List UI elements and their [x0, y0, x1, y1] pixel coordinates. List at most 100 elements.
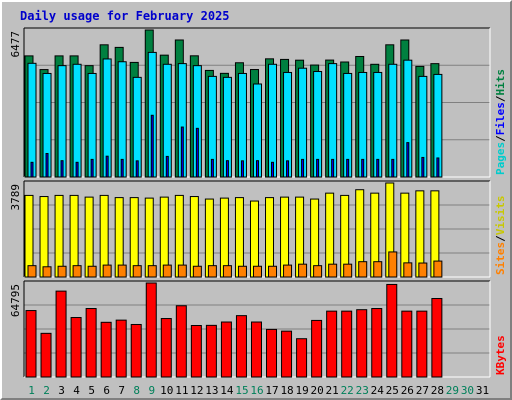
sites-bar [147, 265, 157, 278]
visits-bar [69, 194, 79, 278]
sites-bar [298, 263, 308, 278]
kbytes-bar [160, 318, 172, 378]
legend-pages: Pages [494, 142, 507, 175]
pages-bar [195, 127, 199, 178]
pages-bar [105, 155, 109, 178]
x-tick-label: 8 [133, 384, 140, 397]
pages-bar [60, 160, 64, 178]
x-tick-label: 29 [446, 384, 459, 397]
x-tick-label: 3 [58, 384, 65, 397]
visits-bar [129, 197, 139, 278]
pages-bar [436, 157, 440, 178]
x-tick-label: 24 [371, 384, 385, 397]
x-tick-label: 2 [43, 384, 50, 397]
pages-bar [271, 161, 275, 178]
sites-bar [328, 263, 338, 278]
pages-bar [240, 160, 244, 178]
kbytes-bar [40, 332, 52, 378]
kbytes-bar [115, 319, 127, 378]
pages-bar [391, 158, 395, 178]
legend-kbytes: KBytes [494, 335, 507, 375]
pages-bar [225, 160, 229, 178]
sites-bar [222, 265, 232, 278]
x-tick-label: 22 [341, 384, 354, 397]
kbytes-bar [250, 321, 262, 378]
kbytes-bar [311, 319, 323, 378]
sites-bar [177, 264, 187, 278]
x-tick-label: 12 [190, 384, 203, 397]
sites-bar [283, 264, 293, 278]
sites-bar [162, 264, 172, 278]
kbytes-bar [25, 310, 37, 378]
sites-bar [358, 261, 368, 278]
visits-bar [249, 200, 259, 278]
kbytes-bar [190, 324, 202, 378]
pages-bar [376, 158, 380, 178]
y-max-label: 64795 [9, 284, 22, 317]
files-bar [27, 62, 37, 178]
visits-bar [189, 196, 199, 278]
x-tick-label: 25 [386, 384, 399, 397]
legend-visits: Visits [494, 196, 507, 236]
legend-sites: Sites [494, 242, 507, 275]
sites-bar [313, 265, 323, 278]
visits-bar [24, 194, 34, 278]
pages-bar [361, 158, 365, 178]
x-tick-label: 4 [73, 384, 80, 397]
pages-bar [150, 114, 154, 178]
sites-bar [57, 265, 67, 278]
pages-bar [120, 158, 124, 178]
visits-bar [54, 194, 64, 278]
kbytes-bar [386, 283, 398, 378]
pages-bar [45, 153, 49, 178]
x-tick-label: 27 [416, 384, 429, 397]
x-tick-label: 26 [401, 384, 414, 397]
x-tick-label: 31 [476, 384, 489, 397]
x-tick-label: 7 [118, 384, 125, 397]
kbytes-bar [281, 330, 293, 378]
kbytes-bar [371, 308, 383, 378]
kbytes-bar [220, 321, 232, 378]
kbytes-bar [175, 305, 187, 378]
sites-bar [207, 265, 217, 278]
pages-bar [135, 160, 139, 178]
legend-1: Sites/Visits [494, 196, 507, 276]
kbytes-bar [130, 323, 142, 378]
pages-bar [346, 158, 350, 178]
kbytes-bar [70, 317, 82, 378]
x-tick-label: 20 [311, 384, 324, 397]
pages-bar [316, 158, 320, 178]
sites-bar [388, 251, 398, 278]
kbytes-bar [431, 298, 443, 378]
x-tick-label: 6 [103, 384, 110, 397]
files-bar [268, 63, 278, 178]
y-max-label: 3789 [9, 184, 22, 211]
sites-bar [252, 265, 262, 278]
kbytes-bar [85, 308, 97, 378]
sites-bar [192, 265, 202, 278]
y-max-label: 6477 [9, 31, 22, 58]
kbytes-bar [266, 328, 278, 378]
kbytes-bar [326, 310, 338, 378]
legend-hits: Hits [494, 69, 507, 96]
x-tick-label: 28 [431, 384, 444, 397]
sites-bar [132, 265, 142, 278]
kbytes-bar [416, 310, 428, 378]
legend-2: KBytes [494, 335, 507, 375]
x-tick-label: 16 [250, 384, 263, 397]
sites-bar [42, 266, 52, 278]
visits-bar [84, 196, 94, 278]
x-tick-label: 5 [88, 384, 95, 397]
kbytes-bar [145, 282, 157, 378]
sites-bar [117, 264, 127, 278]
legend-files: Files [494, 102, 507, 135]
pages-bar [75, 161, 79, 178]
files-bar [72, 63, 82, 178]
kbytes-bar [356, 309, 368, 378]
x-tick-label: 15 [235, 384, 248, 397]
pages-bar [180, 126, 184, 178]
x-tick-label: 14 [220, 384, 234, 397]
x-tick-label: 19 [295, 384, 308, 397]
